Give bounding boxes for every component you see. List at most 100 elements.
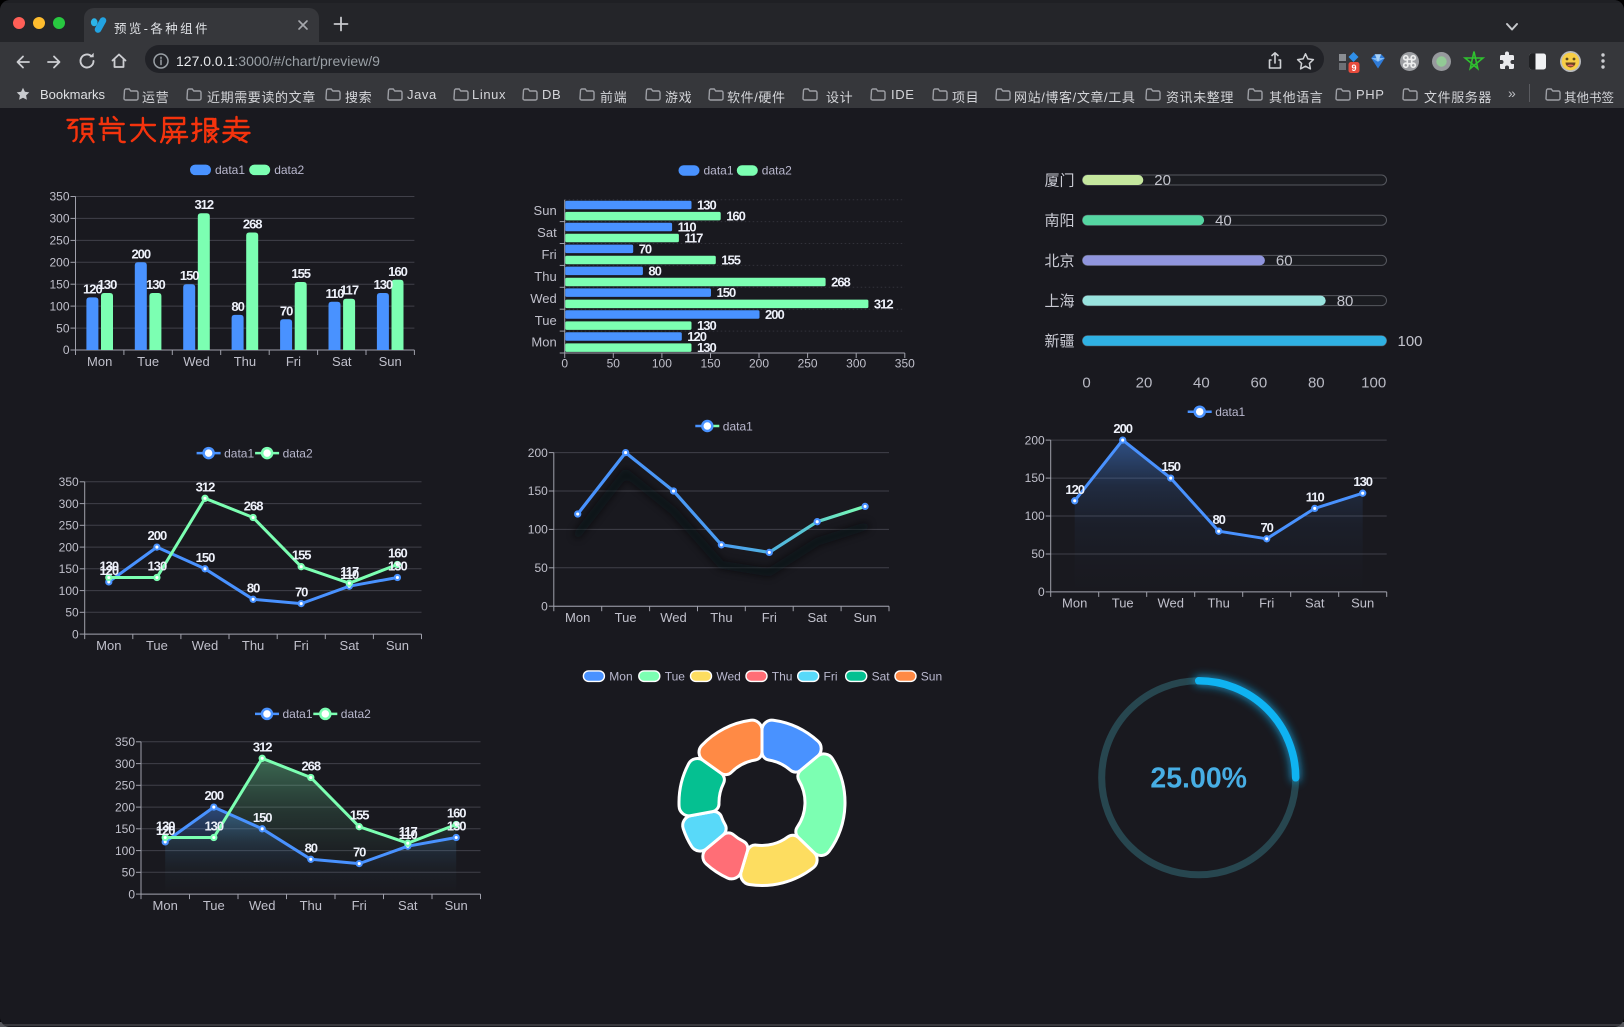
svg-text:130: 130 [146,277,165,292]
svg-text:200: 200 [204,788,223,803]
svg-text:Sun: Sun [534,203,557,218]
svg-text:150: 150 [253,810,272,825]
svg-text:北京: 北京 [1044,253,1074,270]
svg-text:130: 130 [98,277,117,292]
svg-text:312: 312 [194,197,213,212]
svg-text:300: 300 [49,212,69,226]
svg-text:50: 50 [56,321,70,335]
svg-text:150: 150 [49,277,69,291]
svg-text:Mon: Mon [1062,596,1087,611]
svg-text:40: 40 [1215,212,1232,229]
svg-text:100: 100 [115,844,135,858]
svg-text:200: 200 [131,246,150,261]
svg-text:9: 9 [1351,63,1356,73]
svg-text:Mon: Mon [153,898,178,913]
svg-text:200: 200 [765,307,784,322]
svg-text:Sat: Sat [340,638,360,653]
svg-text:Sat: Sat [537,225,557,240]
svg-text:130: 130 [388,559,407,574]
svg-text:80: 80 [648,263,661,278]
svg-text:130: 130 [447,819,466,834]
svg-text:25.00%: 25.00% [1150,762,1247,794]
svg-text:0: 0 [128,887,135,901]
svg-text:Sun: Sun [1351,596,1374,611]
svg-text:160: 160 [447,806,466,821]
svg-text:155: 155 [350,808,369,823]
svg-text:Tue: Tue [615,610,637,625]
svg-text:Thu: Thu [772,669,793,683]
svg-text:117: 117 [340,564,359,579]
svg-text:150: 150 [717,285,736,300]
svg-text:100: 100 [59,584,79,598]
svg-text:data2: data2 [274,163,304,177]
svg-text:0: 0 [1082,374,1090,391]
svg-text:Fri: Fri [542,247,557,262]
svg-text:20: 20 [1136,374,1153,391]
svg-text:150: 150 [196,550,215,565]
svg-text:350: 350 [895,357,915,371]
svg-text:Mon: Mon [96,638,121,653]
svg-text:50: 50 [1031,547,1045,561]
svg-text:data2: data2 [341,707,371,721]
svg-text:268: 268 [244,499,263,514]
svg-text:150: 150 [528,484,548,498]
svg-text:130: 130 [156,819,175,834]
svg-text:50: 50 [122,866,136,880]
svg-text:Fri: Fri [762,610,777,625]
svg-text:Sat: Sat [398,898,418,913]
svg-text:Sun: Sun [921,669,942,683]
svg-text:40: 40 [1193,374,1210,391]
svg-text:130: 130 [204,819,223,834]
svg-text:0: 0 [1038,585,1045,599]
svg-text:Mon: Mon [565,610,590,625]
svg-text:Tue: Tue [665,669,686,683]
svg-text:Sun: Sun [386,638,409,653]
svg-text:60: 60 [1251,374,1268,391]
svg-text:300: 300 [59,497,79,511]
svg-text:130: 130 [1353,474,1372,489]
svg-text:Mon: Mon [531,335,556,350]
svg-text:20: 20 [1154,172,1171,189]
svg-text:155: 155 [292,548,311,563]
svg-text:150: 150 [115,822,135,836]
svg-text:100: 100 [49,299,69,313]
svg-text:120: 120 [99,563,118,578]
svg-text:70: 70 [353,845,366,860]
svg-text:100: 100 [1025,509,1045,523]
svg-text:160: 160 [726,209,745,224]
svg-text:Thu: Thu [242,638,264,653]
svg-text:200: 200 [528,446,548,460]
svg-text:0: 0 [541,599,548,613]
svg-text:160: 160 [388,264,407,279]
svg-text:data2: data2 [283,446,313,460]
svg-text:data2: data2 [762,163,792,177]
svg-text:120: 120 [83,281,102,296]
svg-text:312: 312 [196,479,215,494]
svg-text:200: 200 [1113,421,1132,436]
svg-text:80: 80 [247,580,260,595]
svg-text:70: 70 [639,241,652,256]
svg-text:Wed: Wed [660,610,687,625]
svg-text:50: 50 [607,357,621,371]
svg-text:155: 155 [291,266,310,281]
svg-text:200: 200 [148,528,167,543]
svg-text:data1: data1 [704,163,734,177]
svg-text:50: 50 [534,561,548,575]
svg-text:130: 130 [148,559,167,574]
svg-text:Thu: Thu [710,610,732,625]
svg-text:300: 300 [115,757,135,771]
svg-text:350: 350 [59,475,79,489]
svg-text:Sat: Sat [332,354,352,369]
svg-text:120: 120 [687,329,706,344]
svg-text:60: 60 [1276,253,1293,270]
svg-text:Tue: Tue [137,354,159,369]
svg-text:Sat: Sat [807,610,827,625]
svg-text:Sun: Sun [445,898,468,913]
svg-text:200: 200 [49,256,69,270]
svg-text:250: 250 [59,519,79,533]
svg-text:250: 250 [49,234,69,248]
svg-text:250: 250 [115,779,135,793]
svg-text:268: 268 [301,759,320,774]
svg-text:150: 150 [1161,459,1180,474]
svg-text:312: 312 [874,296,893,311]
